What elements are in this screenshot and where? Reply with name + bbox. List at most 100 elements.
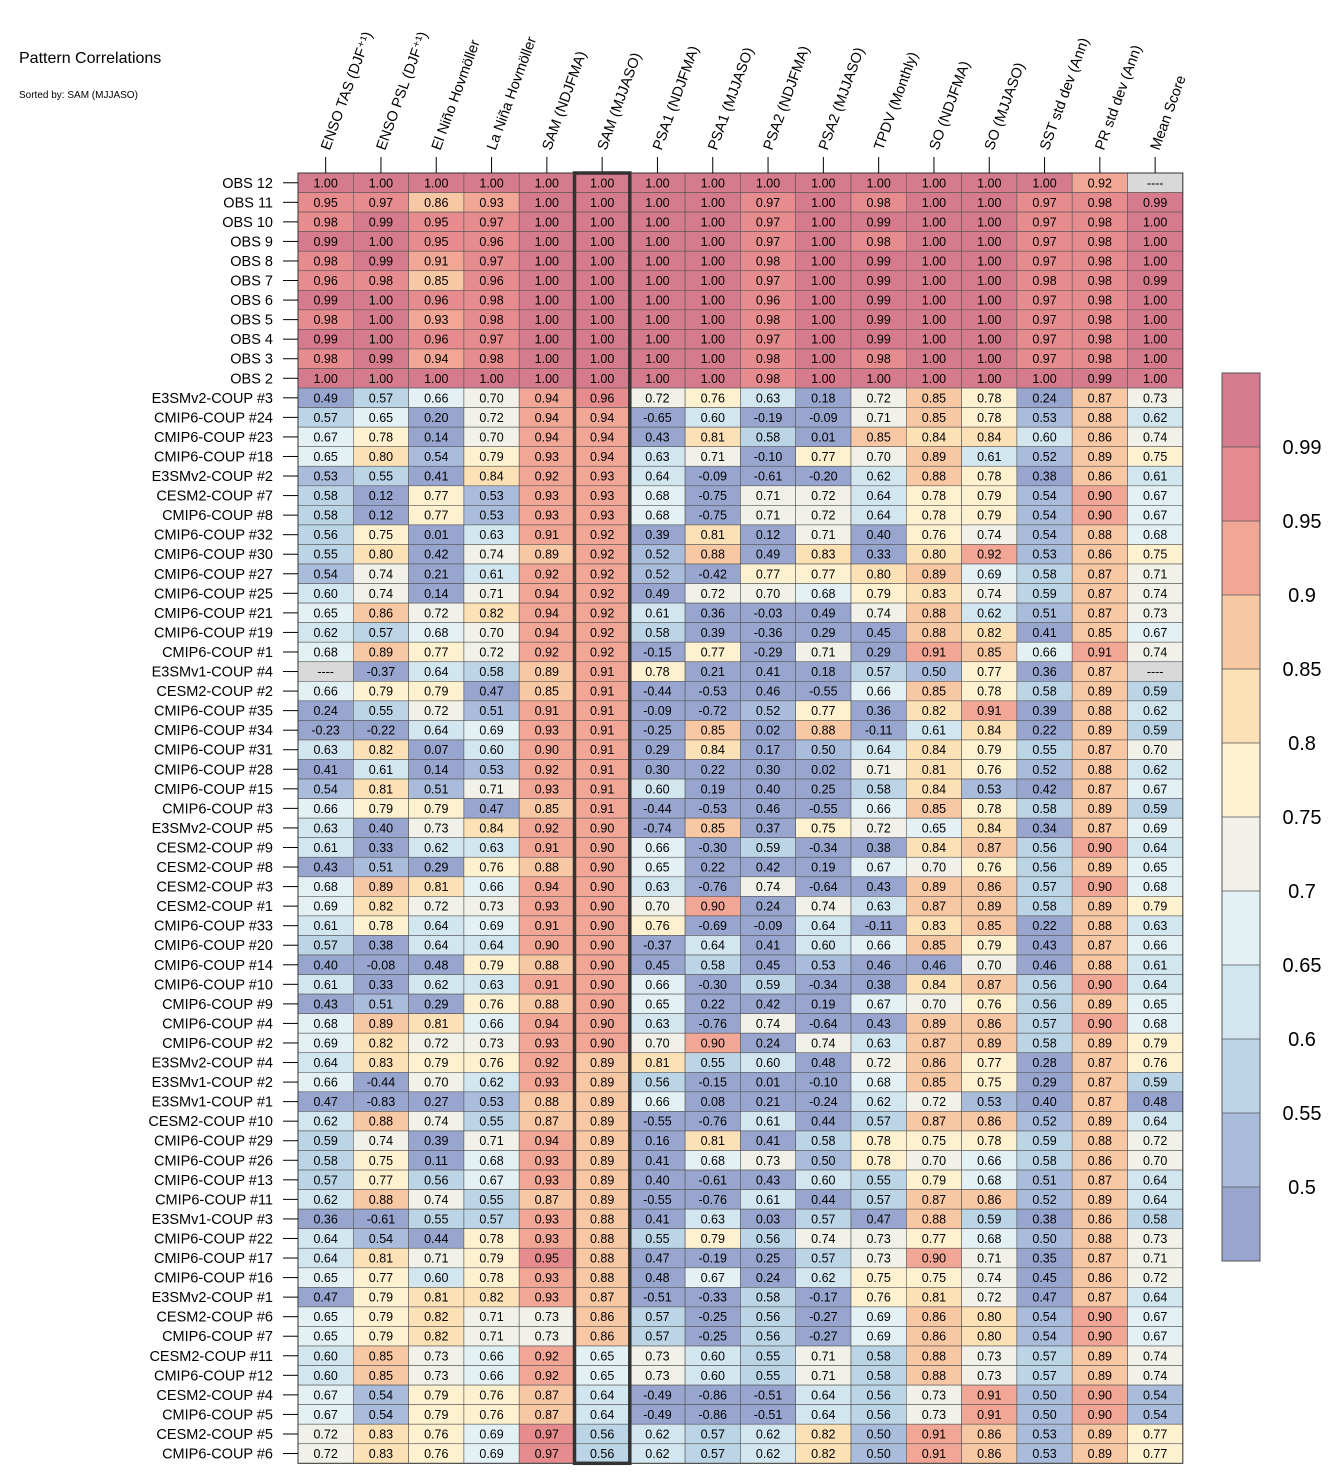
cell-value: 1.00 bbox=[1032, 176, 1056, 190]
colorbar-segment bbox=[1222, 595, 1260, 669]
cell-value: 1.00 bbox=[535, 235, 559, 249]
cell-value: 0.46 bbox=[756, 802, 780, 816]
cell-value: 0.88 bbox=[1088, 919, 1112, 933]
cell-value: 0.69 bbox=[313, 1036, 337, 1050]
cell-value: 0.65 bbox=[313, 1310, 337, 1324]
cell-value: 0.40 bbox=[313, 958, 337, 972]
cell-value: -0.72 bbox=[699, 704, 728, 718]
row-label: CESM2-COUP #4 bbox=[156, 1388, 273, 1404]
cell-value: 0.64 bbox=[866, 509, 890, 523]
cell-value: 0.29 bbox=[645, 743, 669, 757]
cell-value: 0.14 bbox=[424, 763, 448, 777]
cell-value: 1.00 bbox=[922, 313, 946, 327]
cell-value: 1.00 bbox=[701, 372, 725, 386]
cell-value: 0.98 bbox=[1088, 274, 1112, 288]
cell-value: 0.42 bbox=[1032, 782, 1056, 796]
cell-value: -0.24 bbox=[809, 1095, 838, 1109]
row-label: OBS 12 bbox=[222, 176, 273, 192]
cell-value: 0.41 bbox=[645, 1212, 669, 1226]
cell-value: 0.97 bbox=[1032, 196, 1056, 210]
cell-value: 0.35 bbox=[1032, 1252, 1056, 1266]
cell-value: 0.71 bbox=[479, 1310, 503, 1324]
cell-value: 0.52 bbox=[1032, 1115, 1056, 1129]
cell-value: 0.87 bbox=[922, 1036, 946, 1050]
cell-value: 0.88 bbox=[1088, 1232, 1112, 1246]
cell-value: 0.57 bbox=[645, 1310, 669, 1324]
cell-value: 0.82 bbox=[424, 1330, 448, 1344]
cell-value: 0.66 bbox=[313, 802, 337, 816]
cell-value: 1.00 bbox=[811, 333, 835, 347]
cell-value: 0.66 bbox=[479, 1349, 503, 1363]
cell-value: 0.86 bbox=[922, 1330, 946, 1344]
cell-value: 0.52 bbox=[645, 548, 669, 562]
cell-value: -0.83 bbox=[367, 1095, 396, 1109]
cell-value: 0.74 bbox=[811, 1232, 835, 1246]
cell-value: 0.62 bbox=[313, 1193, 337, 1207]
cell-value: 0.68 bbox=[701, 1154, 725, 1168]
cell-value: 0.59 bbox=[1143, 724, 1167, 738]
cell-value: 0.63 bbox=[313, 743, 337, 757]
cell-value: 0.85 bbox=[701, 724, 725, 738]
cell-value: 0.56 bbox=[590, 1427, 614, 1441]
cell-value: 0.68 bbox=[424, 626, 448, 640]
cell-value: 0.73 bbox=[424, 1369, 448, 1383]
row-label: OBS 6 bbox=[230, 293, 273, 309]
cell-value: 0.91 bbox=[590, 802, 614, 816]
cell-value: 1.00 bbox=[922, 176, 946, 190]
cell-value: 0.93 bbox=[590, 509, 614, 523]
column-labels: ENSO TAS (DJF⁺¹)ENSO PSL (DJF⁺¹)El Niño … bbox=[318, 30, 1190, 173]
cell-value: 0.89 bbox=[590, 1134, 614, 1148]
cell-value: 0.82 bbox=[922, 704, 946, 718]
cell-value: -0.75 bbox=[699, 509, 728, 523]
cell-value: 0.62 bbox=[645, 1427, 669, 1441]
cell-value: 0.43 bbox=[313, 997, 337, 1011]
cell-value: 1.00 bbox=[922, 274, 946, 288]
cell-value: 0.98 bbox=[1088, 235, 1112, 249]
cell-value: 0.76 bbox=[977, 763, 1001, 777]
cell-value: 0.87 bbox=[1088, 782, 1112, 796]
cell-value: 0.98 bbox=[866, 235, 890, 249]
cell-value: -0.30 bbox=[699, 841, 728, 855]
cell-value: 0.86 bbox=[1088, 1154, 1112, 1168]
cell-value: 0.53 bbox=[1032, 1427, 1056, 1441]
cell-value: 0.64 bbox=[424, 939, 448, 953]
cell-value: 0.82 bbox=[369, 1036, 393, 1050]
cell-value: 0.88 bbox=[535, 958, 559, 972]
cell-value: 0.92 bbox=[1088, 176, 1112, 190]
cell-value: 0.54 bbox=[1143, 1388, 1167, 1402]
cell-value: 0.61 bbox=[369, 763, 393, 777]
cell-value: -0.08 bbox=[367, 958, 396, 972]
cell-value: 0.88 bbox=[369, 1193, 393, 1207]
cell-value: 0.53 bbox=[1032, 548, 1056, 562]
cell-value: 0.67 bbox=[1143, 1330, 1167, 1344]
cell-value: 1.00 bbox=[535, 294, 559, 308]
cell-value: 0.71 bbox=[424, 1252, 448, 1266]
cell-value: 0.58 bbox=[313, 509, 337, 523]
cell-value: 0.98 bbox=[756, 254, 780, 268]
cell-value: 0.68 bbox=[645, 489, 669, 503]
cell-value: -0.44 bbox=[367, 1076, 396, 1090]
cell-value: 1.00 bbox=[369, 294, 393, 308]
cell-value: 0.58 bbox=[479, 665, 503, 679]
cell-value: 0.96 bbox=[756, 294, 780, 308]
cell-value: 0.79 bbox=[369, 1310, 393, 1324]
cell-value: 0.98 bbox=[1032, 274, 1056, 288]
cell-value: 0.98 bbox=[313, 254, 337, 268]
cell-value: 0.94 bbox=[535, 606, 559, 620]
cell-value: 0.93 bbox=[535, 724, 559, 738]
cell-value: 0.83 bbox=[811, 548, 835, 562]
cell-value: 0.61 bbox=[1143, 958, 1167, 972]
cell-value: 1.00 bbox=[811, 254, 835, 268]
cell-value: 0.50 bbox=[1032, 1232, 1056, 1246]
cell-value: 0.73 bbox=[756, 1154, 780, 1168]
cell-value: 0.43 bbox=[756, 1173, 780, 1187]
cell-value: 0.87 bbox=[1088, 821, 1112, 835]
cell-value: 0.88 bbox=[922, 606, 946, 620]
cell-value: 0.61 bbox=[1143, 470, 1167, 484]
cell-value: 1.00 bbox=[1143, 313, 1167, 327]
cell-value: 0.75 bbox=[369, 528, 393, 542]
cell-value: 0.82 bbox=[811, 1427, 835, 1441]
cell-value: 0.66 bbox=[313, 1076, 337, 1090]
cell-value: 0.79 bbox=[369, 1330, 393, 1344]
cell-value: 0.54 bbox=[1032, 1330, 1056, 1344]
